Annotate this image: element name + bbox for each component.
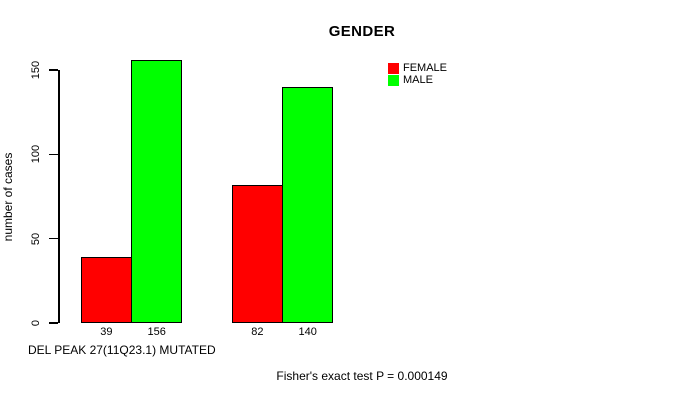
y-tick-mark [49, 153, 58, 156]
y-tick-label: 0 [30, 319, 42, 327]
bar-female-group1 [80, 257, 132, 323]
y-axis-line [58, 70, 60, 323]
y-axis-label: number of cases [1, 152, 15, 242]
y-tick-label: 50 [30, 232, 42, 245]
bar-value-label: 39 [100, 326, 113, 338]
bar-value-label: 156 [147, 326, 166, 338]
y-tick-mark [49, 69, 58, 71]
y-tick-label: 150 [30, 60, 42, 80]
y-tick-mark [49, 237, 58, 240]
y-tick-label: 100 [30, 145, 42, 164]
legend: FEMALE MALE [388, 63, 447, 86]
x-axis-label: DEL PEAK 27(11Q23.1) MUTATED [28, 343, 216, 357]
bar-value-label: 82 [251, 326, 264, 338]
legend-item-female: FEMALE [388, 63, 447, 74]
legend-swatch-female [388, 63, 399, 74]
chart-title: GENDER [328, 23, 396, 40]
legend-swatch-male [388, 75, 399, 86]
legend-item-male: MALE [388, 75, 447, 86]
legend-label: FEMALE [403, 62, 448, 74]
fisher-test-annotation: Fisher's exact test P = 0.000149 [276, 369, 448, 383]
bar-male-group1 [131, 59, 183, 323]
bar-female-group2 [231, 184, 283, 323]
bar-male-group2 [282, 86, 334, 323]
legend-label: MALE [403, 74, 433, 86]
y-tick-mark [49, 322, 58, 324]
bar-value-label: 140 [298, 326, 317, 338]
